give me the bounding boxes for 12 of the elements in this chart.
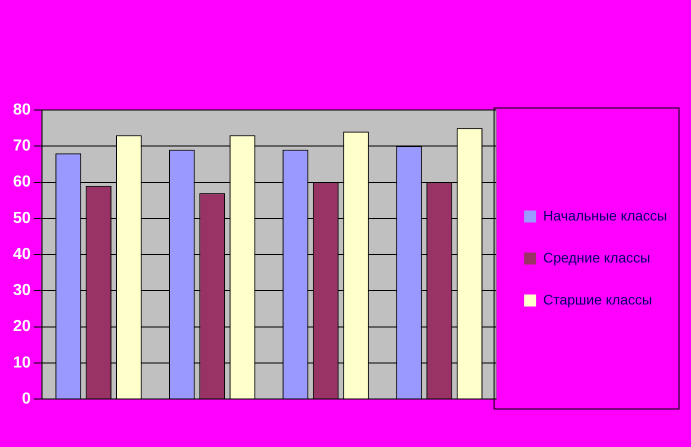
y-tick-label: 70 (13, 138, 31, 155)
y-tick-label: 20 (13, 318, 31, 336)
y-tick-label: 40 (13, 246, 31, 263)
y-tick-label: 0 (22, 390, 31, 408)
y-tick-label: 50 (13, 210, 31, 227)
legend-label: Средние классы (543, 249, 650, 266)
y-tick-label: 60 (13, 174, 31, 191)
legend-label: Старшие классы (543, 291, 652, 308)
y-tick-label: 30 (13, 282, 31, 300)
legend-label: Начальные классы (543, 207, 668, 224)
y-tick-label: 10 (13, 354, 31, 372)
y-tick-label: 80 (13, 101, 31, 118)
